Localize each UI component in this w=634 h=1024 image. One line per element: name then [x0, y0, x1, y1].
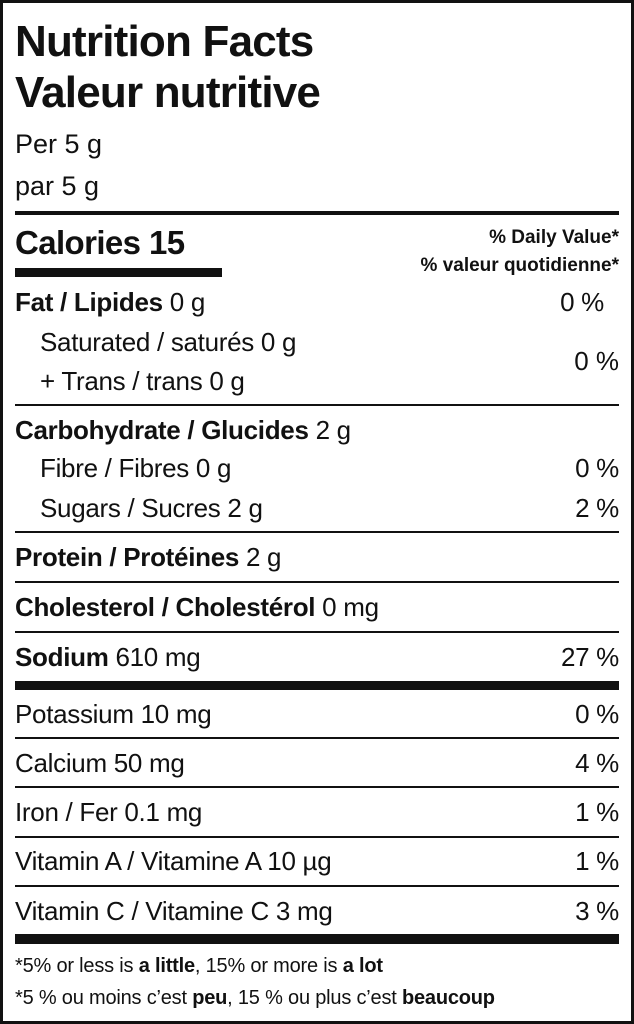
daily-value-header-fr: % valeur quotidienne*	[420, 255, 619, 276]
fat-amount: 0 g	[169, 287, 206, 317]
footnote-text: , 15 % ou plus c’est	[227, 987, 402, 1009]
vitamin-a-label: Vitamin A / Vitamine A 10 µg	[15, 846, 332, 876]
divider	[15, 737, 619, 739]
potassium-label: Potassium 10 mg	[15, 699, 212, 729]
fat-dv: 0 %	[560, 287, 604, 317]
carb-label: Carbohydrate / Glucides	[15, 415, 309, 445]
divider-thick	[15, 934, 619, 944]
sodium-amount: 610 mg	[115, 642, 201, 672]
footnote-fr: *5 % ou moins c’est peu, 15 % ou plus c’…	[15, 983, 495, 1013]
divider	[15, 631, 619, 633]
fibre-dv: 0 %	[575, 453, 619, 483]
vitamin-c-row: Vitamin C / Vitamine C 3 mg 3 %	[15, 896, 619, 926]
footnote-text: *5% or less is	[15, 955, 139, 977]
saturated-row: Saturated / saturés 0 g	[40, 327, 297, 357]
protein-label: Protein / Protéines	[15, 542, 240, 572]
divider	[15, 581, 619, 583]
footnote-bold: peu	[192, 987, 228, 1009]
iron-label: Iron / Fer 0.1 mg	[15, 797, 203, 827]
title-en: Nutrition Facts	[15, 17, 314, 66]
sat-trans-dv: 0 %	[574, 346, 619, 376]
potassium-dv: 0 %	[575, 699, 619, 729]
daily-value-header-en: % Daily Value*	[489, 227, 619, 248]
sodium-label: Sodium	[15, 642, 109, 672]
iron-dv: 1 %	[575, 797, 619, 827]
calories-bar	[15, 268, 222, 277]
cholesterol-label: Cholesterol / Cholestérol	[15, 592, 316, 622]
carb-amount: 2 g	[315, 415, 352, 445]
footnote-bold: beaucoup	[401, 987, 495, 1009]
vitamin-a-row: Vitamin A / Vitamine A 10 µg 1 %	[15, 846, 619, 876]
protein-row: Protein / Protéines 2 g	[15, 542, 619, 572]
divider-thick	[15, 681, 619, 690]
fibre-row: Fibre / Fibres 0 g 0 %	[40, 453, 619, 483]
footnote-en: *5% or less is a little, 15% or more is …	[15, 951, 383, 981]
divider	[15, 885, 619, 887]
serving-size-fr: par 5 g	[15, 171, 100, 201]
cholesterol-amount: 0 mg	[322, 592, 379, 622]
divider	[15, 836, 619, 838]
fat-row: Fat / Lipides 0 g 0 %	[15, 287, 619, 317]
divider	[15, 786, 619, 788]
divider	[15, 404, 619, 406]
divider	[15, 211, 619, 215]
potassium-row: Potassium 10 mg 0 %	[15, 699, 619, 729]
footnote-bold: a lot	[342, 955, 383, 977]
serving-size-en: Per 5 g	[15, 129, 103, 159]
vitamin-c-label: Vitamin C / Vitamine C 3 mg	[15, 896, 333, 926]
sugars-row: Sugars / Sucres 2 g 2 %	[40, 493, 619, 523]
vitamin-a-dv: 1 %	[575, 846, 619, 876]
footnote-bold: a little	[138, 955, 195, 977]
sodium-row: Sodium 610 mg 27 %	[15, 642, 619, 672]
sugars-dv: 2 %	[575, 493, 619, 523]
vitamin-c-dv: 3 %	[575, 896, 619, 926]
cholesterol-row: Cholesterol / Cholestérol 0 mg	[15, 592, 619, 622]
fat-label: Fat / Lipides	[15, 287, 163, 317]
carbohydrate-row: Carbohydrate / Glucides 2 g	[15, 415, 619, 445]
iron-row: Iron / Fer 0.1 mg 1 %	[15, 797, 619, 827]
fibre-label: Fibre / Fibres 0 g	[40, 453, 232, 483]
calories: Calories 15	[15, 224, 185, 262]
footnote-text: *5 % ou moins c’est	[15, 987, 193, 1009]
calcium-row: Calcium 50 mg 4 %	[15, 748, 619, 778]
sugars-label: Sugars / Sucres 2 g	[40, 493, 263, 523]
trans-row: + Trans / trans 0 g	[40, 366, 245, 396]
protein-amount: 2 g	[245, 542, 282, 572]
sodium-dv: 27 %	[560, 642, 619, 672]
calcium-label: Calcium 50 mg	[15, 748, 185, 778]
footnote-text: , 15% or more is	[194, 955, 343, 977]
divider	[15, 531, 619, 533]
calories-label: Calories	[15, 224, 141, 261]
title-fr: Valeur nutritive	[15, 68, 321, 117]
calories-value: 15	[149, 224, 185, 261]
calcium-dv: 4 %	[575, 748, 619, 778]
